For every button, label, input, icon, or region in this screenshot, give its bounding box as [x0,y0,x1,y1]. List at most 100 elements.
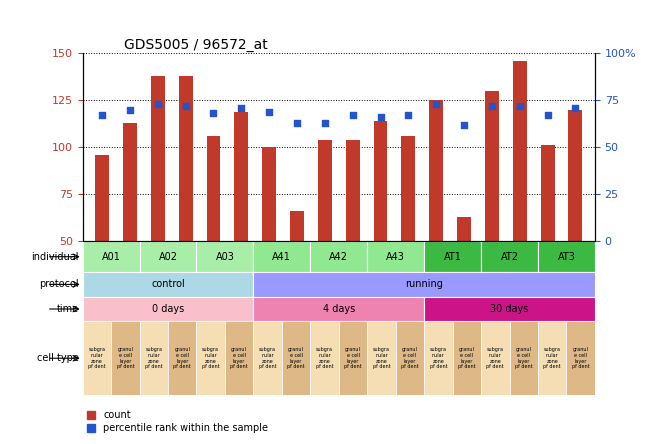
Text: AT2: AT2 [500,252,518,262]
Text: subgra
nular
zone
pf dent: subgra nular zone pf dent [88,347,106,369]
FancyBboxPatch shape [83,272,253,297]
Text: granul
e cell
layer
pf dent: granul e cell layer pf dent [173,347,191,369]
Legend: count, percentile rank within the sample: count, percentile rank within the sample [87,410,268,433]
FancyBboxPatch shape [168,321,196,395]
Bar [457,217,471,242]
Point [292,119,302,127]
FancyBboxPatch shape [111,321,139,395]
FancyBboxPatch shape [225,321,253,395]
Text: running: running [405,279,443,289]
Text: AT1: AT1 [444,252,461,262]
Text: granul
e cell
layer
pf dent: granul e cell layer pf dent [230,347,248,369]
Bar [123,123,137,242]
Text: A01: A01 [102,252,120,262]
Bar [95,155,109,242]
Point [514,103,525,110]
FancyBboxPatch shape [538,242,595,272]
Point [542,112,553,119]
FancyBboxPatch shape [396,321,424,395]
Text: subgra
nular
zone
pf dent: subgra nular zone pf dent [486,347,504,369]
FancyBboxPatch shape [453,321,481,395]
Text: subgra
nular
zone
pf dent: subgra nular zone pf dent [145,347,163,369]
FancyBboxPatch shape [338,321,368,395]
FancyBboxPatch shape [481,321,510,395]
Text: A03: A03 [215,252,235,262]
Text: granul
e cell
layer
pf dent: granul e cell layer pf dent [288,347,305,369]
Bar [262,147,276,242]
Point [403,112,414,119]
Text: granul
e cell
layer
pf dent: granul e cell layer pf dent [572,347,590,369]
Point [208,110,219,117]
Text: protocol: protocol [39,279,79,289]
Text: cell type: cell type [37,353,79,363]
Text: subgra
nular
zone
pf dent: subgra nular zone pf dent [430,347,447,369]
Point [264,108,274,115]
FancyBboxPatch shape [196,242,253,272]
FancyBboxPatch shape [139,321,168,395]
Bar [346,140,360,242]
FancyBboxPatch shape [510,321,538,395]
Point [348,112,358,119]
Bar [541,146,555,242]
FancyBboxPatch shape [368,321,396,395]
FancyBboxPatch shape [310,242,368,272]
FancyBboxPatch shape [196,321,225,395]
Point [459,121,469,128]
Text: A02: A02 [159,252,178,262]
Text: A42: A42 [329,252,348,262]
FancyBboxPatch shape [282,321,310,395]
FancyBboxPatch shape [83,321,111,395]
Bar [373,121,387,242]
Point [97,112,107,119]
FancyBboxPatch shape [253,242,310,272]
Text: time: time [57,304,79,314]
Text: granul
e cell
layer
pf dent: granul e cell layer pf dent [116,347,134,369]
FancyBboxPatch shape [424,297,595,321]
Text: granul
e cell
layer
pf dent: granul e cell layer pf dent [458,347,476,369]
Bar [290,211,304,242]
Text: granul
e cell
layer
pf dent: granul e cell layer pf dent [515,347,533,369]
Text: subgra
nular
zone
pf dent: subgra nular zone pf dent [543,347,561,369]
FancyBboxPatch shape [424,321,453,395]
Bar [568,110,582,242]
FancyBboxPatch shape [481,242,538,272]
FancyBboxPatch shape [253,272,595,297]
Text: A43: A43 [386,252,405,262]
Bar [485,91,499,242]
Bar [318,140,332,242]
FancyBboxPatch shape [538,321,566,395]
FancyBboxPatch shape [83,242,139,272]
Text: granul
e cell
layer
pf dent: granul e cell layer pf dent [344,347,362,369]
Point [375,114,386,121]
Bar [429,100,443,242]
Text: 30 days: 30 days [490,304,529,314]
FancyBboxPatch shape [310,321,338,395]
Text: individual: individual [31,252,79,262]
FancyBboxPatch shape [139,242,196,272]
Point [236,104,247,111]
FancyBboxPatch shape [424,242,481,272]
Bar [513,61,527,242]
Bar [206,136,220,242]
Bar [151,76,165,242]
Bar [235,111,249,242]
Text: granul
e cell
layer
pf dent: granul e cell layer pf dent [401,347,418,369]
FancyBboxPatch shape [253,321,282,395]
Text: 4 days: 4 days [323,304,355,314]
FancyBboxPatch shape [253,297,424,321]
Point [486,103,497,110]
Text: subgra
nular
zone
pf dent: subgra nular zone pf dent [373,347,390,369]
Text: subgra
nular
zone
pf dent: subgra nular zone pf dent [202,347,219,369]
Bar [178,76,192,242]
Point [180,103,191,110]
FancyBboxPatch shape [83,297,253,321]
Point [431,100,442,107]
Text: 0 days: 0 days [152,304,184,314]
Bar [401,136,415,242]
Text: control: control [151,279,185,289]
Point [319,119,330,127]
Text: subgra
nular
zone
pf dent: subgra nular zone pf dent [259,347,276,369]
Text: GDS5005 / 96572_at: GDS5005 / 96572_at [124,38,267,52]
Text: AT3: AT3 [557,252,575,262]
Point [125,106,136,113]
